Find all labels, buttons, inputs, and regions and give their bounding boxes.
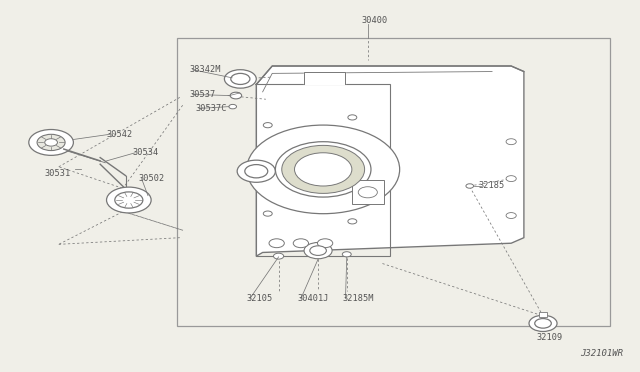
Circle shape [529, 315, 557, 331]
Circle shape [293, 239, 308, 248]
Text: 32109: 32109 [537, 333, 563, 342]
Circle shape [225, 70, 256, 88]
Text: J32101WR: J32101WR [580, 350, 623, 359]
Circle shape [466, 184, 474, 188]
Circle shape [310, 246, 326, 256]
Circle shape [506, 139, 516, 145]
Text: 30537: 30537 [189, 90, 216, 99]
Text: 38342M: 38342M [189, 65, 221, 74]
Circle shape [29, 129, 74, 155]
Text: 30400: 30400 [362, 16, 388, 25]
Text: 30537C: 30537C [196, 104, 227, 113]
Circle shape [275, 142, 371, 197]
Text: 30502: 30502 [138, 174, 164, 183]
Circle shape [506, 176, 516, 182]
Circle shape [358, 187, 378, 198]
Text: 32185M: 32185M [342, 294, 374, 303]
Bar [177, 38, 610, 326]
Text: 30401J: 30401J [298, 294, 329, 303]
Polygon shape [304, 71, 346, 84]
Bar [540, 312, 547, 317]
Polygon shape [256, 66, 524, 256]
Circle shape [269, 239, 284, 248]
Circle shape [317, 239, 333, 248]
Circle shape [115, 192, 143, 208]
Circle shape [304, 243, 332, 259]
Circle shape [229, 105, 237, 109]
Circle shape [246, 125, 399, 214]
Circle shape [263, 123, 272, 128]
Text: 30542: 30542 [106, 130, 132, 139]
Circle shape [37, 134, 65, 151]
Circle shape [245, 164, 268, 178]
Circle shape [342, 252, 351, 257]
Circle shape [535, 318, 551, 328]
Text: 30534: 30534 [132, 148, 158, 157]
Circle shape [294, 153, 352, 186]
Circle shape [273, 253, 284, 259]
Circle shape [282, 145, 365, 193]
Bar [256, 84, 390, 256]
Circle shape [506, 212, 516, 218]
Text: 32185: 32185 [478, 182, 504, 190]
Bar [352, 180, 384, 205]
Circle shape [230, 92, 242, 99]
Circle shape [106, 187, 151, 213]
Circle shape [45, 139, 58, 146]
Circle shape [231, 73, 250, 84]
Circle shape [348, 115, 356, 120]
Circle shape [263, 211, 272, 216]
Circle shape [237, 160, 275, 182]
Circle shape [348, 219, 356, 224]
Text: 30531: 30531 [45, 169, 71, 177]
Text: 32105: 32105 [246, 294, 273, 303]
